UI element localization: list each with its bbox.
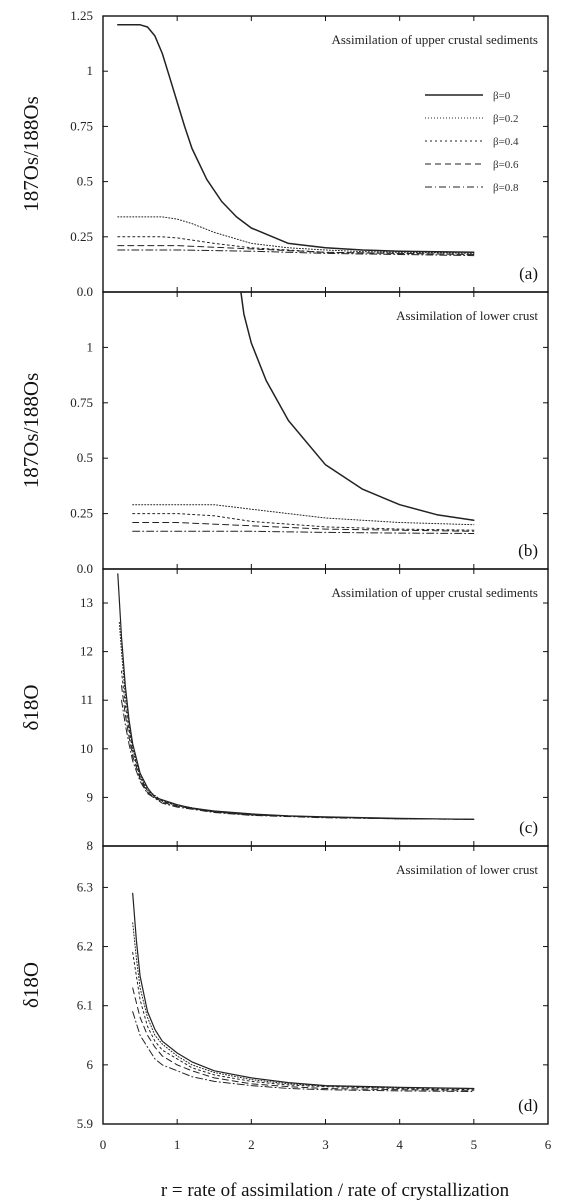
panel-b-y-tick-label: 0.75	[70, 395, 93, 410]
panel-d-annotation: Assimilation of lower crust	[396, 862, 538, 877]
x-tick-label: 2	[248, 1137, 255, 1152]
panel-a-series-0	[117, 24, 475, 254]
panel-d-y-tick-label: 6.2	[77, 939, 93, 954]
panel-b-series-3	[132, 522, 475, 532]
panel-c-y-axis-label: δ18O	[19, 684, 43, 730]
panel-c-y-tick-label: 10	[80, 741, 93, 756]
legend-label-4: β=0.8	[493, 182, 519, 194]
panel-c-series-3	[121, 685, 475, 820]
panel-d-series-0	[132, 892, 475, 1090]
panel-c-y-tick-label: 8	[87, 838, 94, 853]
x-tick-label: 1	[174, 1137, 181, 1152]
panel-b-series-1	[132, 504, 475, 526]
panel-a-panel-label: (a)	[519, 264, 538, 283]
x-tick-label: 3	[322, 1137, 329, 1152]
panel-d-series-1	[132, 922, 475, 1089]
panel-c-y-tick-label: 9	[87, 789, 94, 804]
panel-c-series-4	[121, 699, 475, 820]
panel-d-panel-label: (d)	[518, 1096, 538, 1115]
panel-b-panel-label: (b)	[518, 541, 538, 560]
panel-b-y-tick-label: 0.5	[77, 450, 93, 465]
panel-c-series-1	[118, 622, 475, 820]
panel-c-y-tick-label: 11	[80, 692, 93, 707]
legend-label-1: β=0.2	[493, 113, 519, 125]
panel-a-y-tick-label: 1	[87, 63, 94, 78]
panel-a-y-tick-label: 1.25	[70, 8, 93, 23]
panel-c-series-2	[121, 670, 475, 820]
panel-b-annotation: Assimilation of lower crust	[396, 308, 538, 323]
panel-d-y-axis-label: δ18O	[19, 962, 43, 1008]
panel-c-annotation: Assimilation of upper crustal sediments	[331, 585, 538, 600]
panel-b-y-tick-label: 0.25	[70, 506, 93, 521]
legend-label-2: β=0.4	[493, 136, 519, 148]
panel-d-y-tick-label: 6.1	[77, 998, 93, 1013]
legend-label-3: β=0.6	[493, 159, 519, 171]
panel-d-series-2	[132, 952, 475, 1091]
panel-b-y-axis-label: 187Os/188Os	[19, 373, 43, 489]
x-tick-label: 0	[100, 1137, 107, 1152]
panel-a-series-3	[117, 245, 475, 255]
panel-d-y-tick-label: 5.9	[77, 1116, 93, 1131]
panel-d-frame	[102, 845, 549, 1125]
panel-a-frame	[102, 15, 549, 293]
panel-a-series-4	[117, 249, 475, 257]
panel-b-y-tick-label: 1	[87, 339, 94, 354]
panel-b-frame	[102, 291, 549, 570]
panel-a-y-tick-label: 0.5	[77, 174, 93, 189]
panel-b-series-0	[240, 291, 475, 521]
panel-c-y-tick-label: 12	[80, 644, 93, 659]
x-tick-label: 5	[471, 1137, 478, 1152]
legend-label-0: β=0	[493, 90, 511, 102]
panel-d-series-4	[132, 1011, 475, 1092]
panel-c-panel-label: (c)	[519, 818, 538, 837]
x-tick-label: 4	[396, 1137, 403, 1152]
panel-b-series-2	[132, 513, 475, 531]
panel-a-y-tick-label: 0.75	[70, 118, 93, 133]
x-axis-label: r = rate of assimilation / rate of cryst…	[161, 1180, 510, 1201]
panel-d-series-3	[132, 987, 475, 1091]
x-tick-label: 6	[545, 1137, 552, 1152]
panel-a-annotation: Assimilation of upper crustal sediments	[331, 32, 538, 47]
panel-a-y-tick-label: 0.25	[70, 229, 93, 244]
panel-c-series-0	[117, 573, 475, 820]
panel-a-y-tick-label: 0.0	[77, 284, 93, 299]
panel-a-y-axis-label: 187Os/188Os	[19, 96, 43, 212]
panel-c-y-tick-label: 13	[80, 595, 93, 610]
panel-d-y-tick-label: 6.3	[77, 879, 93, 894]
panel-b-y-tick-label: 0.0	[77, 561, 93, 576]
panel-b-series-4	[132, 530, 475, 534]
panel-d-y-tick-label: 6	[87, 1057, 94, 1072]
panel-a-series-1	[117, 216, 475, 254]
